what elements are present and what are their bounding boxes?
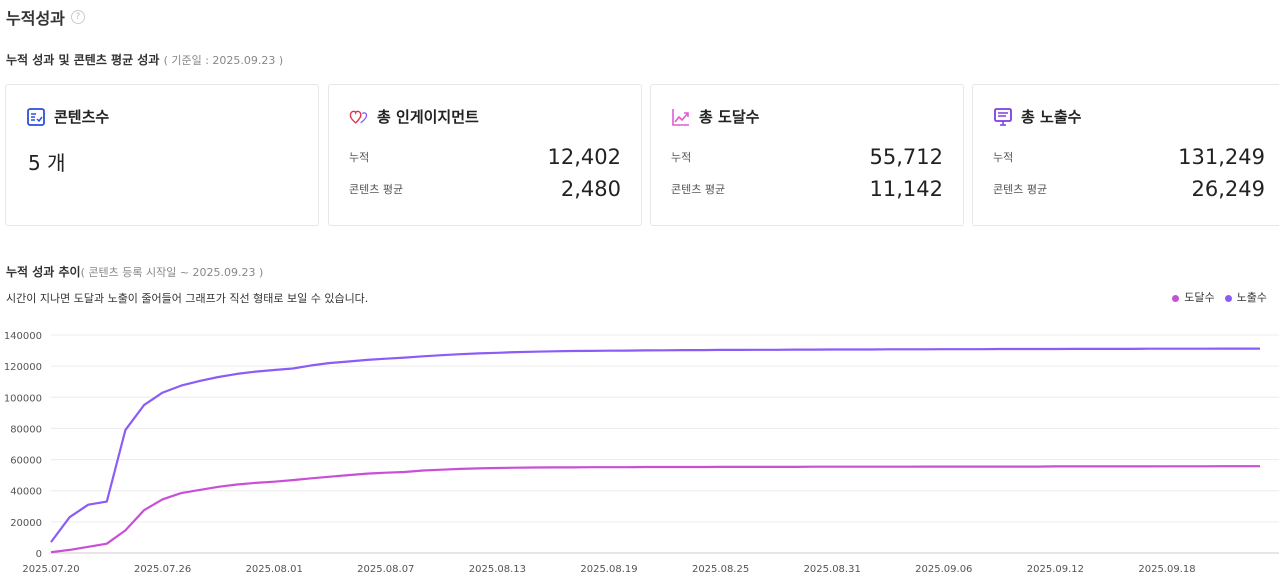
help-icon[interactable]: ? [70, 10, 85, 24]
y-tick-label: 20000 [10, 518, 42, 529]
checklist-icon [27, 107, 45, 126]
reach-average: 11,142 [869, 177, 943, 201]
card-content-count: 콘텐츠수 5 개 [5, 84, 319, 226]
x-tick-label: 2025.07.20 [22, 564, 79, 575]
series-line-impressions [50, 347, 1260, 543]
x-tick-label: 2025.08.07 [357, 564, 414, 575]
impressions-average: 26,249 [1191, 177, 1265, 201]
engagement-cumulative: 12,402 [547, 145, 621, 169]
y-tick-label: 60000 [10, 456, 42, 467]
x-tick-label: 2025.08.19 [580, 564, 637, 575]
impressions-cumulative: 131,249 [1178, 145, 1265, 169]
monitor-icon [994, 107, 1012, 126]
x-tick-label: 2025.08.13 [469, 564, 526, 575]
card-reach: 총 도달수 누적 55,712 콘텐츠 평균 11,142 [650, 84, 964, 226]
trend-up-icon [672, 108, 689, 126]
x-tick-label: 2025.08.01 [246, 564, 303, 575]
hearts-icon [349, 110, 368, 124]
card-engagement: 총 인게이지먼트 누적 12,402 콘텐츠 평균 2,480 [328, 84, 642, 226]
y-tick-label: 80000 [10, 424, 42, 435]
x-tick-label: 2025.09.12 [1027, 564, 1084, 575]
chart-legend: 도달수 노출수 [1172, 289, 1267, 305]
summary-heading: 누적 성과 및 콘텐츠 평균 성과 ( 기준일 : 2025.09.23 ) [6, 53, 284, 67]
trend-note: 시간이 지나면 도달과 노출이 줄어들어 그래프가 직선 형태로 보일 수 있습… [6, 292, 369, 305]
trend-chart: 0 20000 40000 60000 80000 100000 120000 140000 2… [4, 331, 1279, 575]
x-tick-label: 2025.09.18 [1138, 564, 1195, 575]
y-tick-label: 140000 [4, 331, 42, 342]
legend-item-reach[interactable]: 도달수 [1172, 289, 1215, 305]
x-tick-label: 2025.07.26 [134, 564, 191, 575]
reach-cumulative: 55,712 [869, 145, 943, 169]
y-tick-label: 100000 [4, 393, 42, 404]
y-tick-label: 40000 [10, 487, 42, 498]
card-impressions: 총 노출수 누적 131,249 콘텐츠 평균 26,249 [972, 84, 1279, 226]
y-tick-label: 120000 [4, 362, 42, 373]
y-tick-label: 0 [36, 549, 42, 560]
x-tick-label: 2025.08.31 [804, 564, 861, 575]
x-tick-label: 2025.08.25 [692, 564, 749, 575]
series-line-reach [50, 465, 1260, 554]
legend-item-impressions[interactable]: 노출수 [1224, 289, 1267, 305]
content-count-value: 5 개 [28, 151, 66, 175]
trend-heading: 누적 성과 추이( 콘텐츠 등록 시작일 ~ 2025.09.23 ) [6, 265, 264, 279]
x-tick-label: 2025.09.06 [915, 564, 972, 575]
engagement-average: 2,480 [560, 177, 621, 201]
page-title: 누적성과? [6, 5, 85, 29]
